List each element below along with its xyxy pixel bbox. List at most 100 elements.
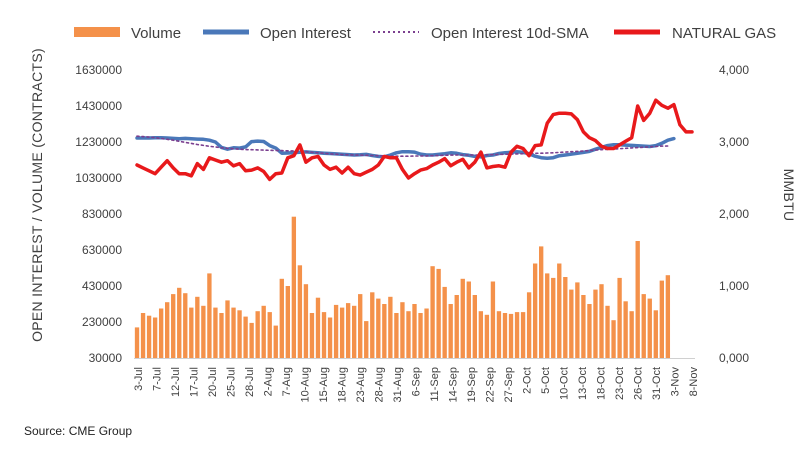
- volume-bar: [165, 302, 170, 358]
- volume-bar: [532, 263, 538, 358]
- x-tick-label: 7-Aug: [281, 367, 293, 396]
- volume-bar: [478, 311, 484, 358]
- volume-bar: [406, 311, 411, 358]
- y-axis-title-left: OPEN INTEREST / VOLUME (CONTRACTS): [29, 48, 45, 342]
- volume-bar: [267, 312, 272, 358]
- volume-bar: [249, 322, 254, 358]
- volume-bar: [152, 317, 158, 358]
- y-tick-label: 830000: [82, 207, 122, 221]
- volume-bar: [388, 296, 393, 358]
- volume-bar: [171, 294, 176, 358]
- x-tick-label: 28-Jul: [244, 367, 256, 397]
- volume-bar: [629, 311, 634, 358]
- volume-bar: [551, 277, 556, 358]
- volume-bar: [309, 313, 315, 358]
- volume-bar: [146, 315, 152, 358]
- x-tick-label: 3-Jul: [133, 367, 145, 391]
- volume-bar: [448, 304, 453, 358]
- y-tick-label: 1630000: [75, 63, 122, 77]
- y-tick-label: 30000: [89, 351, 123, 365]
- volume-bar: [225, 300, 230, 358]
- volume-bar: [436, 268, 441, 358]
- y-tick-label: 430000: [82, 279, 122, 293]
- y2-tick-label: 0,000: [719, 351, 749, 365]
- x-tick-label: 3-Nov: [670, 367, 682, 397]
- source-note: Source: CME Group: [24, 424, 133, 438]
- volume-bar: [575, 282, 580, 358]
- legend-label-sma: Open Interest 10d-SMA: [431, 25, 589, 42]
- volume-bar: [285, 286, 290, 358]
- volume-bar: [593, 289, 598, 358]
- volume-bars: [134, 216, 671, 358]
- y-tick-label: 630000: [82, 243, 122, 257]
- y2-tick-label: 2,000: [719, 207, 749, 221]
- volume-bar: [303, 284, 309, 358]
- y-tick-label: 1430000: [75, 99, 122, 113]
- x-tick-label: 22-Sep: [485, 367, 497, 402]
- y2-tick-label: 1,000: [719, 279, 749, 293]
- volume-bar: [189, 307, 194, 358]
- volume-bar: [279, 278, 284, 358]
- volume-bar: [231, 307, 236, 358]
- volume-bar: [195, 296, 200, 358]
- volume-bar: [526, 292, 532, 358]
- volume-bar: [291, 216, 297, 358]
- volume-bar: [611, 320, 616, 358]
- volume-bar: [647, 298, 652, 358]
- volume-bar: [539, 246, 544, 358]
- open-interest-10d-sma-line: [136, 135, 669, 157]
- volume-bar: [430, 266, 435, 358]
- volume-bar: [345, 303, 351, 358]
- x-tick-label: 6-Sep: [411, 367, 423, 396]
- x-tick-label: 28-Aug: [374, 367, 386, 402]
- x-tick-label: 2-Aug: [263, 367, 275, 396]
- volume-bar: [472, 295, 477, 358]
- volume-bar: [569, 289, 574, 358]
- volume-bar: [587, 304, 592, 358]
- volume-bar: [508, 313, 514, 358]
- y-tick-label: 1030000: [75, 171, 122, 185]
- volume-bar: [213, 307, 218, 358]
- y2-tick-label: 4,000: [719, 63, 749, 77]
- volume-bar: [496, 311, 502, 358]
- volume-bar: [394, 313, 399, 358]
- volume-bar: [599, 284, 604, 358]
- x-tick-label: 18-Oct: [596, 367, 608, 400]
- volume-bar: [321, 312, 327, 358]
- volume-bar: [424, 308, 429, 358]
- volume-bar: [376, 298, 381, 358]
- volume-bar: [514, 312, 520, 358]
- x-tick-label: 19-Sep: [466, 367, 478, 402]
- series-lines: [135, 98, 694, 182]
- volume-bar: [261, 305, 266, 358]
- volume-bar: [581, 295, 586, 358]
- volume-bar: [442, 286, 447, 358]
- x-tick-label: 5-Oct: [540, 367, 552, 394]
- volume-bar: [659, 280, 664, 358]
- volume-bar: [370, 292, 375, 358]
- volume-bar: [418, 313, 423, 358]
- natural-gas-line: [135, 98, 694, 182]
- legend-swatch-volume: [74, 27, 120, 37]
- x-axis: 3-Jul 7-Jul 12-Jul 17-Jul 20-Jul 25-Jul 28-Jul…: [133, 358, 700, 402]
- volume-bar: [201, 305, 206, 358]
- x-tick-label: 31-Aug: [392, 367, 404, 402]
- volume-bar: [484, 314, 490, 358]
- volume-bar: [490, 281, 496, 358]
- right-y-axis: 0,000 1,000 2,000 3,000 4,000: [719, 63, 749, 365]
- volume-bar: [653, 310, 658, 358]
- volume-bar: [635, 241, 640, 358]
- volume-bar: [382, 304, 387, 358]
- volume-bar: [520, 312, 526, 358]
- volume-bar: [545, 273, 550, 358]
- x-tick-label: 20-Jul: [207, 367, 219, 397]
- legend-label-volume: Volume: [131, 25, 181, 42]
- volume-bar: [460, 278, 465, 358]
- x-tick-label: 25-Jul: [226, 367, 238, 397]
- left-y-axis: 30000 230000 430000 630000 830000 1030000 1230…: [75, 63, 122, 365]
- volume-bar: [617, 277, 622, 358]
- x-tick-label: 10-Oct: [559, 367, 571, 400]
- volume-bar: [255, 311, 260, 358]
- x-tick-label: 18-Aug: [337, 367, 349, 402]
